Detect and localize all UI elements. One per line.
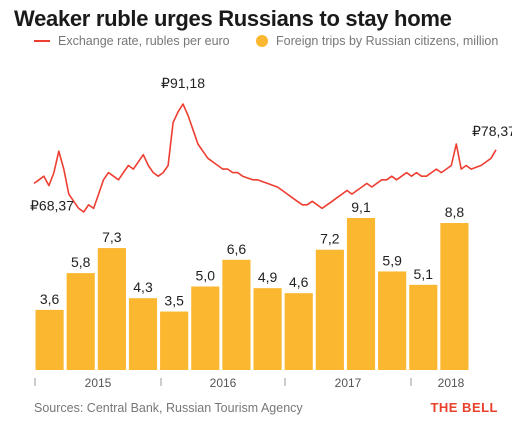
bar-value-label: 4,9	[258, 269, 278, 285]
exchange-rate-line	[33, 103, 497, 213]
bar	[378, 271, 407, 370]
legend-line-swatch	[34, 40, 50, 42]
bar-value-label: 3,5	[164, 293, 184, 309]
bar-value-label: 7,3	[102, 229, 122, 245]
bar-value-label: 7,2	[320, 231, 340, 247]
chart-plot: 3,6 5,8 7,3 4,3 3,5 5,0 6,6 4,9 4,6 7,2 9,1 5,9 5,1 8…	[30, 75, 512, 390]
brand-logo: THE BELL	[430, 400, 498, 415]
bar-value-label: 5,0	[196, 267, 216, 283]
chart-title: Weaker ruble urges Russians to stay home	[14, 6, 452, 31]
x-tick-label: 2015	[85, 376, 112, 390]
x-tick-label: 2018	[438, 376, 465, 390]
bar	[97, 248, 126, 370]
x-axis: 2015 2016 2017 2018	[34, 376, 465, 390]
bar	[346, 218, 376, 370]
bar	[128, 298, 158, 370]
bar-value-label: 3,6	[40, 291, 60, 307]
bar	[222, 259, 251, 370]
bar-value-label: 8,8	[445, 204, 465, 220]
bar-value-label: 5,9	[382, 252, 402, 268]
bar	[409, 284, 438, 370]
bar	[191, 286, 220, 370]
bar-value-label: 9,1	[351, 199, 371, 215]
legend-label-foreign-trips: Foreign trips by Russian citizens, milli…	[276, 34, 499, 48]
bar	[284, 293, 313, 370]
bar	[160, 311, 189, 370]
bar-value-label: 4,3	[133, 279, 153, 295]
legend-dot-swatch	[256, 35, 268, 47]
bar	[440, 223, 469, 370]
line-layer: ₽68,37 ₽91,18 ₽78,37	[30, 75, 512, 214]
line-annotation: ₽78,37	[472, 123, 512, 139]
sources-note: Sources: Central Bank, Russian Tourism A…	[34, 401, 303, 415]
bar-value-label: 4,6	[289, 274, 309, 290]
x-tick-label: 2017	[335, 376, 362, 390]
bar	[35, 309, 64, 370]
bar	[253, 288, 282, 370]
bar	[66, 273, 95, 370]
legend-item-exchange-rate: Exchange rate, rubles per euro	[34, 34, 230, 48]
bars-layer: 3,6 5,8 7,3 4,3 3,5 5,0 6,6 4,9 4,6 7,2 9,1 5,9 5,1 8…	[35, 199, 469, 370]
bar-value-label: 5,8	[71, 254, 91, 270]
bar-value-label: 6,6	[227, 241, 247, 257]
bar	[315, 249, 344, 370]
legend-item-foreign-trips: Foreign trips by Russian citizens, milli…	[256, 34, 498, 48]
line-annotation: ₽68,37	[30, 198, 74, 214]
x-tick-label: 2016	[210, 376, 237, 390]
legend-label-exchange-rate: Exchange rate, rubles per euro	[58, 34, 230, 48]
line-annotation: ₽91,18	[161, 75, 205, 91]
bar-value-label: 5,1	[414, 266, 434, 282]
